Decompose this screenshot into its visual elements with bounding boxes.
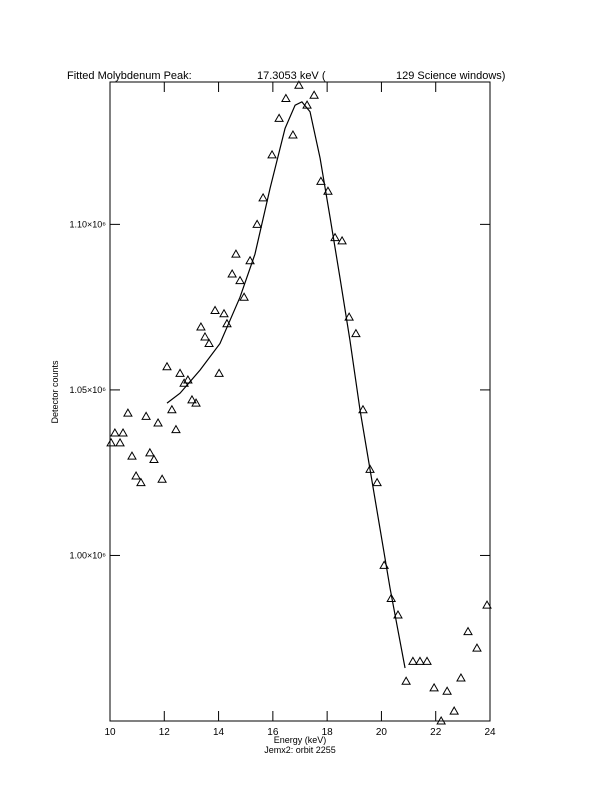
x-tick-label: 22 <box>430 727 442 738</box>
data-point <box>309 90 319 99</box>
data-point <box>429 682 439 692</box>
data-point <box>136 477 146 487</box>
x-tick-label: 12 <box>159 727 171 738</box>
data-point <box>358 404 368 414</box>
data-point <box>219 308 229 318</box>
data-point <box>456 672 466 682</box>
y-tick-label: 1.10×10⁶ <box>70 219 107 229</box>
data-point <box>118 427 128 437</box>
data-point <box>210 305 220 314</box>
data-point <box>415 656 425 665</box>
data-point <box>267 149 277 159</box>
data-point <box>175 368 185 377</box>
data-point <box>274 113 284 122</box>
data-point <box>239 292 249 301</box>
data-point <box>386 593 397 602</box>
x-tick-label: 16 <box>267 727 279 738</box>
data-point <box>408 656 418 665</box>
x-tick-label: 10 <box>104 727 116 738</box>
fit-curve <box>166 101 406 669</box>
data-point <box>157 474 167 483</box>
data-point <box>162 361 172 371</box>
data-point <box>351 328 361 338</box>
y-tick-label: 1.00×10⁶ <box>70 550 107 560</box>
data-point <box>110 427 120 437</box>
data-point <box>167 404 177 414</box>
x-tick-label: 24 <box>484 727 496 738</box>
data-point <box>393 610 403 619</box>
data-point <box>141 411 151 420</box>
data-point <box>422 656 432 665</box>
data-point <box>115 437 125 447</box>
data-point <box>171 424 181 434</box>
title-part: 129 Science windows) <box>396 70 505 82</box>
data-point <box>200 331 210 341</box>
data-point <box>235 275 245 285</box>
data-point <box>288 129 298 139</box>
data-point <box>231 249 241 258</box>
x-tick-label: 14 <box>213 727 225 738</box>
data-point <box>436 715 447 725</box>
title-part: Fitted Molybdenum Peak: <box>67 70 192 82</box>
data-point <box>482 600 492 609</box>
data-point <box>316 176 326 185</box>
data-point <box>472 643 482 652</box>
data-point <box>127 451 137 460</box>
data-point <box>372 477 382 487</box>
subtitle: Jemx2: orbit 2255 <box>264 745 336 755</box>
data-point <box>183 374 193 384</box>
data-point <box>214 368 224 377</box>
data-point <box>187 394 197 404</box>
data-point <box>401 676 411 685</box>
x-tick-label: 18 <box>322 727 334 738</box>
data-point <box>196 321 206 331</box>
y-tick-label: 1.05×10⁶ <box>70 385 107 395</box>
data-point <box>344 312 354 321</box>
data-point <box>294 80 304 89</box>
data-point <box>245 255 255 265</box>
data-point <box>149 454 159 463</box>
data-point <box>106 437 116 447</box>
data-point <box>191 398 201 407</box>
y-axis-label: Detector counts <box>50 360 60 424</box>
plot-frame <box>109 81 491 722</box>
data-point <box>463 626 473 636</box>
data-point <box>281 93 291 103</box>
data-point <box>449 706 460 715</box>
data-point <box>153 418 163 427</box>
data-point <box>131 470 141 480</box>
data-point <box>258 192 268 202</box>
x-tick-label: 20 <box>376 727 388 738</box>
data-point <box>123 408 133 417</box>
data-point <box>337 235 347 245</box>
data-point <box>227 269 238 278</box>
data-point <box>252 219 262 228</box>
data-point <box>204 338 214 348</box>
data-point <box>145 447 155 457</box>
data-point <box>442 686 452 695</box>
x-axis-label: Energy (keV) <box>274 735 327 745</box>
title-part: 17.3053 keV ( <box>257 70 326 82</box>
